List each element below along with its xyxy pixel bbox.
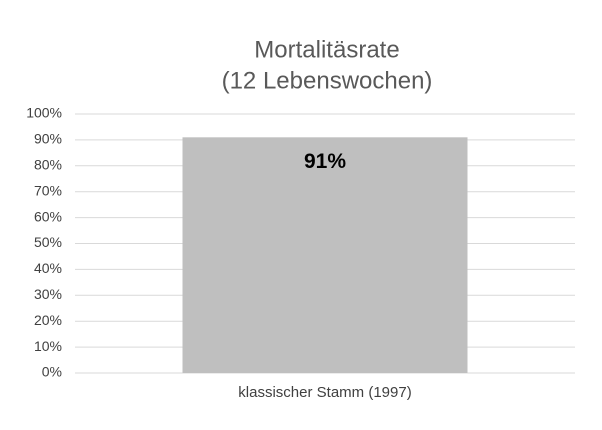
x-tick-label: klassischer Stamm (1997): [238, 384, 411, 401]
y-tick-label: 100%: [26, 105, 62, 121]
y-tick-label: 50%: [34, 234, 62, 250]
y-tick-label: 40%: [34, 260, 62, 276]
bar: [182, 137, 468, 373]
y-tick-label: 10%: [34, 338, 62, 354]
y-tick-label: 90%: [34, 131, 62, 147]
y-tick-label: 0%: [42, 364, 62, 380]
y-tick-label: 20%: [34, 312, 62, 328]
y-tick-label: 70%: [34, 182, 62, 198]
y-tick-label: 30%: [34, 286, 62, 302]
data-label: 91%: [304, 150, 346, 173]
y-tick-label: 60%: [34, 208, 62, 224]
y-tick-label: 80%: [34, 157, 62, 173]
chart-title: Mortalitäsrate: [254, 36, 399, 63]
chart-title: (12 Lebenswochen): [222, 67, 433, 94]
